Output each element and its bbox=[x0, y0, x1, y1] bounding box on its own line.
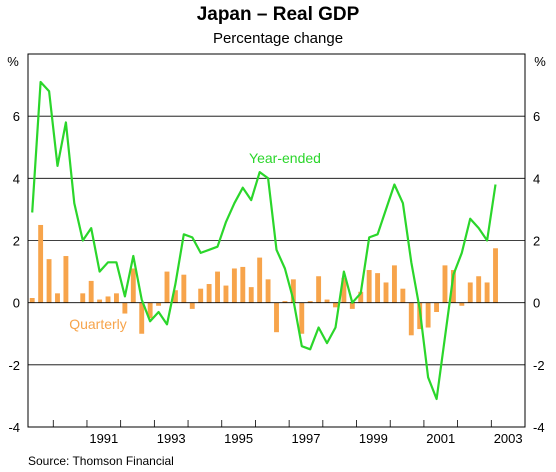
bar bbox=[341, 277, 347, 303]
bar bbox=[333, 302, 338, 308]
annotation-year-ended: Year-ended bbox=[249, 150, 321, 166]
bar bbox=[189, 302, 195, 309]
bar bbox=[400, 288, 406, 303]
axis-labels: -4 -4 -2 -2 0 0 2 2 4 4 6 6% % 1991 1993 1995 1997 1999 20… bbox=[7, 54, 546, 446]
y-tick-label-right: 0 bbox=[533, 296, 540, 311]
bar bbox=[248, 287, 254, 303]
bar bbox=[391, 265, 397, 303]
bar bbox=[408, 302, 414, 336]
bar bbox=[206, 284, 212, 303]
x-tick-label: 1997 bbox=[292, 431, 321, 446]
y-tick-label-right: -2 bbox=[533, 358, 545, 373]
y-tick-label-left: 2 bbox=[13, 234, 20, 249]
x-tick-label: 1999 bbox=[359, 431, 388, 446]
bar bbox=[425, 302, 431, 328]
bar bbox=[223, 285, 229, 303]
bar bbox=[316, 276, 322, 303]
bar bbox=[29, 298, 35, 303]
bar bbox=[358, 291, 364, 303]
chart-title: Japan – Real GDP bbox=[196, 4, 360, 25]
bar bbox=[114, 293, 119, 303]
y-tick-label-right: -4 bbox=[533, 420, 545, 435]
y-tick-label-left: 4 bbox=[13, 171, 20, 186]
bar bbox=[349, 302, 355, 309]
bar bbox=[139, 302, 145, 334]
y-unit-right: % bbox=[534, 54, 546, 69]
y-tick-label-left: 0 bbox=[13, 296, 20, 311]
quarterly-bars bbox=[29, 224, 498, 336]
bar bbox=[55, 293, 60, 303]
y-tick-label-left: -2 bbox=[8, 358, 20, 373]
bar bbox=[105, 296, 111, 303]
bar bbox=[493, 248, 498, 303]
y-tick-label-right: 6 bbox=[533, 109, 540, 124]
bar bbox=[307, 301, 313, 303]
series-annotations: Year-ended Quarterly bbox=[69, 150, 321, 332]
x-tick-label: 1995 bbox=[224, 431, 253, 446]
bar bbox=[383, 282, 389, 303]
bar bbox=[450, 270, 456, 303]
bar bbox=[80, 293, 86, 303]
bar bbox=[324, 299, 330, 303]
bar bbox=[265, 279, 271, 303]
bar bbox=[88, 280, 94, 303]
bar bbox=[257, 257, 263, 303]
bar bbox=[156, 302, 162, 306]
bar bbox=[231, 268, 237, 303]
bar bbox=[63, 256, 69, 303]
bar bbox=[122, 302, 128, 314]
plot-frame bbox=[27, 53, 526, 428]
y-tick-label-right: 4 bbox=[533, 171, 540, 186]
y-tick-label-right: 2 bbox=[533, 234, 540, 249]
bar bbox=[442, 265, 448, 303]
bar bbox=[434, 302, 439, 312]
source-note: Source: Thomson Financial bbox=[28, 454, 174, 468]
y-tick-label-left: -4 bbox=[8, 420, 20, 435]
bar bbox=[366, 270, 372, 303]
bar bbox=[198, 288, 204, 303]
bar bbox=[375, 273, 381, 303]
bar bbox=[164, 271, 170, 303]
bar bbox=[274, 302, 279, 333]
year-ended-line bbox=[31, 80, 497, 401]
bar bbox=[38, 224, 44, 303]
bar bbox=[290, 279, 296, 303]
frame bbox=[27, 53, 526, 428]
bar bbox=[459, 302, 465, 306]
bar bbox=[484, 282, 490, 303]
chart-subtitle: Percentage change bbox=[212, 30, 344, 47]
bar bbox=[130, 268, 136, 303]
bar bbox=[181, 274, 187, 303]
bar bbox=[215, 271, 220, 303]
x-tick-label: 1991 bbox=[89, 431, 118, 446]
bar bbox=[147, 302, 153, 319]
x-tick-label: 2001 bbox=[426, 431, 455, 446]
annotation-quarterly: Quarterly bbox=[69, 316, 127, 332]
year-ended-series bbox=[31, 80, 497, 401]
y-tick-label-left: 6 bbox=[13, 109, 20, 124]
bar bbox=[46, 259, 52, 303]
y-unit-left: % bbox=[7, 54, 19, 69]
bar bbox=[476, 276, 482, 303]
bar bbox=[172, 290, 178, 303]
bar bbox=[467, 282, 473, 303]
x-tick-label: 2003 bbox=[494, 431, 523, 446]
bar bbox=[97, 299, 103, 303]
bar bbox=[299, 302, 305, 334]
x-tick-label: 1993 bbox=[157, 431, 186, 446]
bar bbox=[240, 266, 246, 303]
bar bbox=[282, 301, 288, 303]
